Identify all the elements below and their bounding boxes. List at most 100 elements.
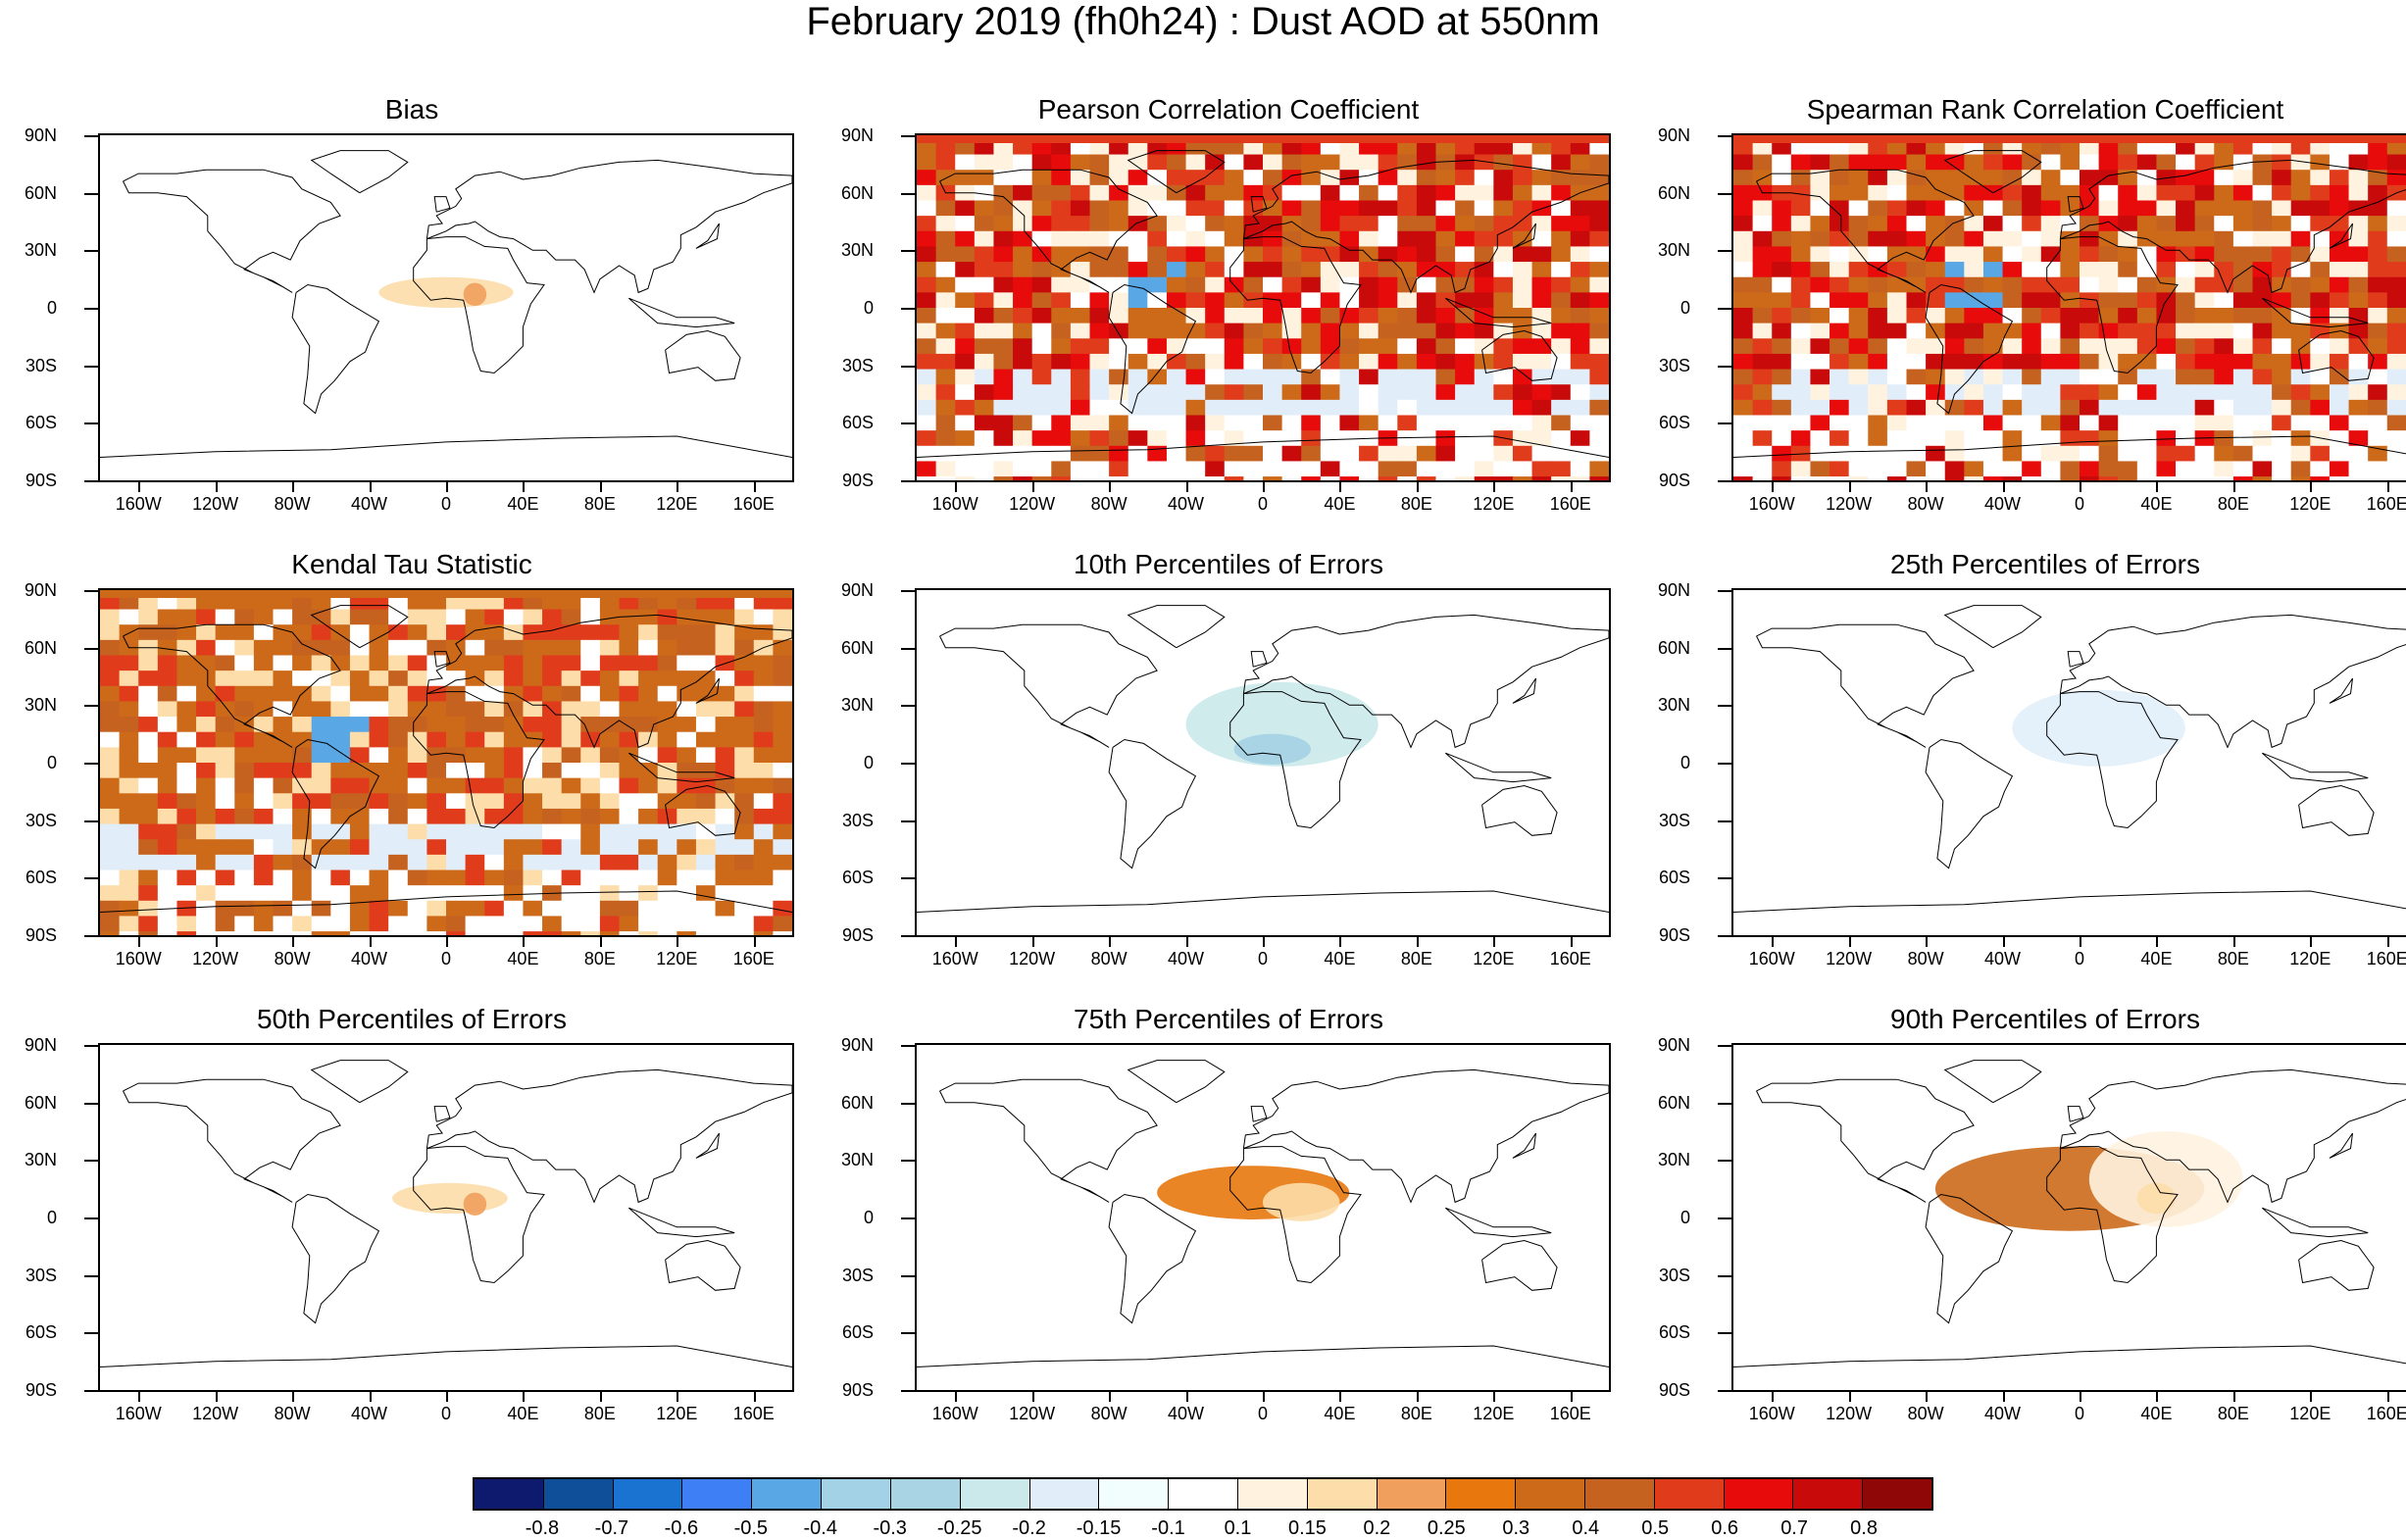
lat-tick	[84, 820, 98, 822]
shaded-cell	[542, 671, 563, 687]
shaded-cell	[1790, 353, 1811, 371]
shaded-cell	[773, 793, 792, 810]
shaded-cell	[619, 731, 639, 748]
shaded-cell	[1397, 246, 1418, 263]
coastline	[939, 169, 1158, 293]
coastline	[1127, 150, 1226, 194]
shaded-cell	[1810, 200, 1830, 217]
shaded-cell	[1243, 445, 1264, 462]
shaded-cell	[1512, 262, 1533, 278]
shaded-cell	[1089, 184, 1110, 201]
shaded-cell	[2176, 216, 2196, 232]
shaded-cell	[1263, 399, 1283, 417]
shaded-cell	[1772, 246, 1792, 263]
shaded-cell	[753, 808, 774, 825]
lat-tick	[901, 935, 915, 937]
shaded-cell	[1013, 415, 1033, 431]
shaded-cell	[1147, 230, 1168, 247]
shaded-cell	[1359, 170, 1379, 186]
shaded-cell	[638, 624, 659, 641]
shaded-cell	[2118, 184, 2138, 201]
shaded-cell	[119, 717, 139, 733]
shaded-cell	[993, 292, 1014, 309]
shaded-cell	[253, 717, 274, 733]
lon-tick-label: 40W	[1168, 949, 1205, 969]
shaded-cell	[330, 869, 351, 886]
shaded-cell	[2290, 170, 2311, 186]
shaded-cell	[1589, 184, 1609, 201]
shaded-cell	[1493, 353, 1514, 371]
shaded-cell	[1570, 445, 1590, 462]
shaded-cell	[1512, 216, 1533, 232]
shaded-cell	[388, 839, 409, 856]
shaded-cell	[657, 609, 677, 625]
shaded-cell	[1224, 369, 1244, 385]
shaded-cell	[542, 655, 563, 671]
shaded-cell	[1147, 262, 1168, 278]
shaded-cell	[1339, 216, 1360, 232]
lon-tick	[446, 1392, 448, 1402]
shaded-cell	[465, 747, 485, 764]
shaded-cell	[1263, 200, 1283, 217]
lon-tick-label: 80E	[2217, 494, 2249, 514]
shaded-cell	[2386, 384, 2406, 401]
shaded-cell	[917, 415, 937, 431]
shaded-cell	[2368, 262, 2388, 278]
shaded-cell	[1512, 445, 1533, 462]
shaded-cell	[1378, 461, 1398, 477]
colorbar-box	[1724, 1479, 1794, 1509]
shaded-cell	[1830, 415, 1850, 431]
coastline	[1242, 1068, 1609, 1204]
shaded-cell	[2040, 262, 2061, 278]
shaded-cell	[196, 885, 217, 902]
shaded-cell	[599, 808, 620, 825]
shaded-cell	[1281, 461, 1302, 477]
coastline	[627, 297, 735, 328]
coastline	[2059, 159, 2406, 294]
shaded-cell	[1868, 230, 1888, 247]
shaded-cell	[1868, 415, 1888, 431]
shaded-cell	[484, 808, 505, 825]
shaded-cell	[157, 793, 177, 810]
shaded-cell	[1886, 230, 1907, 247]
shaded-cell	[955, 230, 976, 247]
shaded-cell	[1964, 170, 1984, 186]
coastline	[1512, 677, 1536, 704]
shaded-cell	[2022, 276, 2042, 293]
lon-tick	[1109, 1392, 1112, 1402]
shaded-cell	[599, 839, 620, 856]
lat-tick	[84, 192, 98, 195]
shaded-cell	[426, 869, 447, 886]
shaded-cell	[2348, 154, 2369, 171]
shaded-cell	[2368, 476, 2388, 480]
shaded-cell	[388, 793, 409, 810]
shaded-cell	[1205, 369, 1226, 385]
shaded-cell	[273, 869, 293, 886]
shaded-cell	[1733, 399, 1754, 417]
shaded-cell	[2002, 338, 2023, 355]
shaded-cell	[1109, 399, 1129, 417]
shaded-cell	[993, 170, 1014, 186]
shaded-cell	[2136, 308, 2157, 324]
shaded-cell	[2272, 262, 2292, 278]
shaded-cell	[1790, 184, 1811, 201]
shaded-cell	[2386, 430, 2406, 447]
shaded-cell	[638, 931, 659, 935]
lon-tick-label: 160W	[931, 494, 978, 514]
shaded-cell	[1589, 399, 1609, 417]
shaded-cell	[1339, 415, 1360, 431]
shaded-cell	[1301, 338, 1322, 355]
shaded-cell	[638, 731, 659, 748]
shaded-cell	[1810, 323, 1830, 339]
shaded-cell	[542, 839, 563, 856]
shaded-cell	[330, 701, 351, 718]
lon-tick	[1263, 482, 1265, 492]
shaded-cell	[2002, 292, 2023, 309]
shaded-cell	[753, 731, 774, 748]
shaded-cell	[1733, 200, 1754, 217]
shaded-cell	[446, 931, 467, 935]
shaded-cell	[2252, 369, 2273, 385]
colorbar-box	[1863, 1479, 1932, 1509]
shaded-cell	[446, 839, 467, 856]
colorbar-label: -0.7	[594, 1517, 629, 1539]
